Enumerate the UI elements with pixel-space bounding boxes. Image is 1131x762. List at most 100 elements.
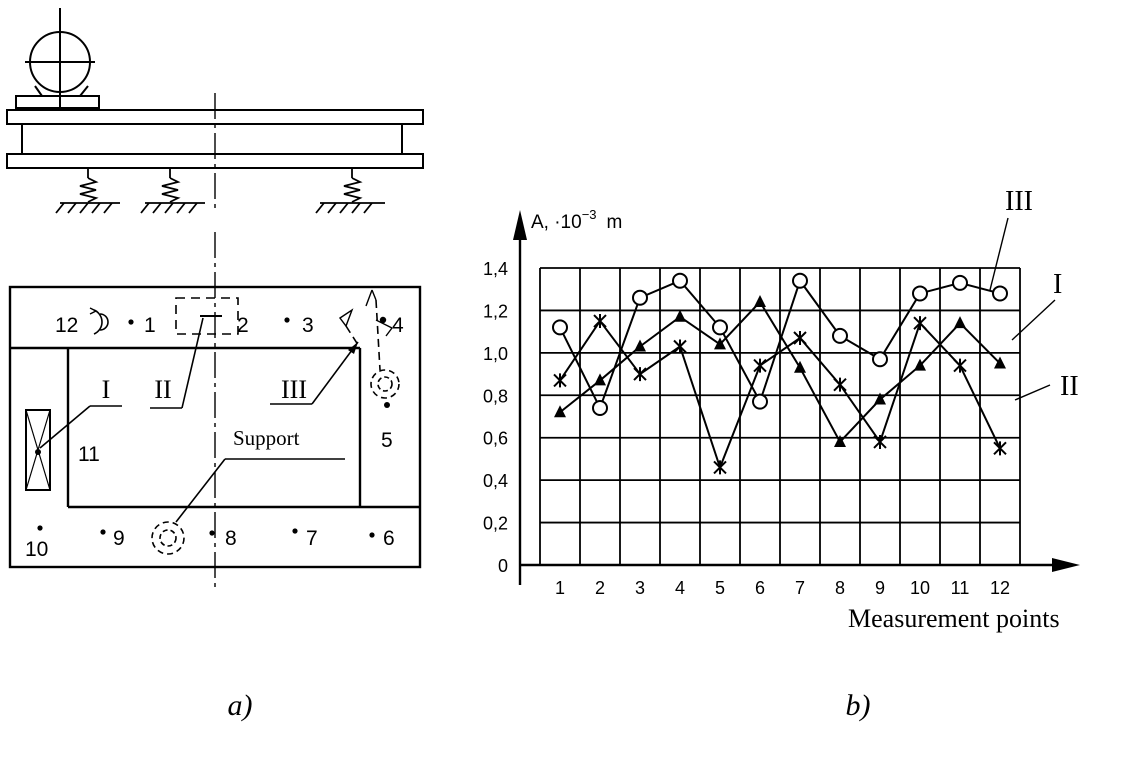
y-tick-label: 0,8 (483, 386, 508, 406)
marker-triangle-i (634, 339, 646, 352)
support-2 (175, 297, 239, 335)
x-tick-labels: 1 2 3 4 5 6 7 8 9 10 11 12 (555, 578, 1010, 598)
marker-cross-ii (593, 314, 607, 329)
y-axis-label: A, ·10−3 m (531, 207, 622, 233)
marker-cross-ii (993, 441, 1007, 456)
caption-a: a) (228, 689, 253, 722)
point-label-10: 10 (25, 538, 48, 561)
y-tick-label: 1,0 (483, 344, 508, 364)
marker-cross-ii (673, 339, 687, 354)
series-label-i: I (1053, 269, 1062, 300)
x-tick-label: 1 (555, 578, 565, 598)
marker-circle-iii (712, 319, 728, 336)
chart-series (552, 272, 1008, 475)
variant-label-ii: II (154, 375, 171, 404)
support-9 (151, 521, 185, 555)
point-label-8: 8 (225, 527, 237, 550)
series-leader-i (1011, 299, 1056, 341)
point-label-11: 11 (78, 443, 100, 466)
variant-label-i: I (102, 375, 111, 404)
marker-triangle-i (874, 392, 886, 405)
caption-b: b) (846, 689, 871, 722)
panel-b: 00,20,40,60,81,01,21,4 1 2 3 4 5 6 7 8 9 10 11 12 A… (483, 186, 1080, 722)
marker-circle-iii (752, 393, 768, 410)
leader-arrow (348, 342, 358, 354)
x-axis-label: Measurement points (848, 604, 1060, 633)
spring-right (315, 168, 385, 214)
point-label-5: 5 (381, 429, 393, 452)
marker-cross-ii (753, 358, 767, 373)
marker-cross-ii (793, 331, 807, 346)
panel-a: 12 1 2 3 4 5 6 7 8 9 10 11 I II III Supp… (6, 8, 424, 722)
series-line-ii (559, 319, 1001, 471)
series-line-i (559, 300, 1001, 444)
marker-triangle-i (994, 356, 1006, 369)
marker-circle-iii (832, 327, 848, 344)
x-tick-label: 5 (715, 578, 725, 598)
variant-label-iii: III (281, 375, 307, 404)
x-axis-arrow (1052, 558, 1080, 572)
marker-triangle-i (914, 358, 926, 371)
marker-triangle-i (714, 337, 726, 350)
marker-circle-iii (872, 351, 888, 368)
marker-triangle-i (794, 360, 806, 373)
y-tick-label: 0,4 (483, 471, 508, 491)
point-label-9: 9 (113, 527, 125, 550)
marker-cross-ii (913, 316, 927, 331)
marker-triangle-i (754, 294, 766, 307)
support-12 (93, 309, 103, 335)
x-tick-label: 8 (835, 578, 845, 598)
series-leader-iii (989, 217, 1009, 291)
marker-triangle-i (594, 373, 606, 386)
marker-triangle-i (834, 434, 846, 447)
y-tick-label: 0,2 (483, 514, 508, 534)
spring-left (55, 168, 120, 214)
chart-grid (539, 267, 1021, 565)
chart-axes (513, 210, 1080, 585)
leader-lines (39, 317, 359, 523)
x-tick-label: 3 (635, 578, 645, 598)
y-tick-labels: 0 0,2 0,4 0,6 0,8 1,0 1,2 1,4 (483, 259, 508, 576)
y-tick-label: 0,6 (483, 429, 508, 449)
marker-triangle-i (554, 405, 566, 418)
support-symbols (89, 289, 400, 555)
marker-triangle-i (954, 316, 966, 329)
marker-cross-ii (833, 377, 847, 392)
point-label-12: 12 (55, 314, 78, 337)
y-axis-arrow (513, 210, 527, 240)
frame-plan (8, 232, 422, 590)
marker-circle-iii (672, 272, 688, 289)
spring-middle (140, 168, 205, 214)
marker-cross-ii (713, 460, 727, 475)
point-label-2: 2 (237, 314, 249, 337)
y-tick-label: 1,2 (483, 301, 508, 321)
x-tick-label: 11 (951, 578, 970, 598)
marker-cross-ii (633, 367, 647, 382)
element-11-box (25, 409, 51, 491)
marker-circle-iii (952, 274, 968, 291)
point-label-6: 6 (383, 527, 395, 550)
marker-triangle-i (674, 309, 686, 322)
series-label-ii: II (1060, 371, 1079, 402)
marker-circle-iii (592, 400, 608, 417)
point-label-7: 7 (306, 527, 318, 550)
marker-circle-iii (552, 319, 568, 336)
support-label: Support (233, 426, 300, 450)
x-tick-label: 7 (795, 578, 805, 598)
marker-cross-ii (953, 358, 967, 373)
x-tick-label: 12 (990, 578, 1010, 598)
machine-elevation (6, 8, 424, 210)
point-label-3: 3 (302, 314, 314, 337)
marker-circle-iii (632, 289, 648, 306)
series-leader-ii (1014, 384, 1051, 401)
x-tick-label: 9 (875, 578, 885, 598)
support-5 (370, 369, 400, 399)
marker-circle-iii (792, 272, 808, 289)
x-tick-label: 10 (910, 578, 930, 598)
series-label-iii: III (1005, 186, 1033, 217)
point-label-1: 1 (144, 314, 156, 337)
point-dots (35, 316, 390, 538)
marker-circle-iii (992, 285, 1008, 302)
marker-cross-ii (873, 434, 887, 449)
